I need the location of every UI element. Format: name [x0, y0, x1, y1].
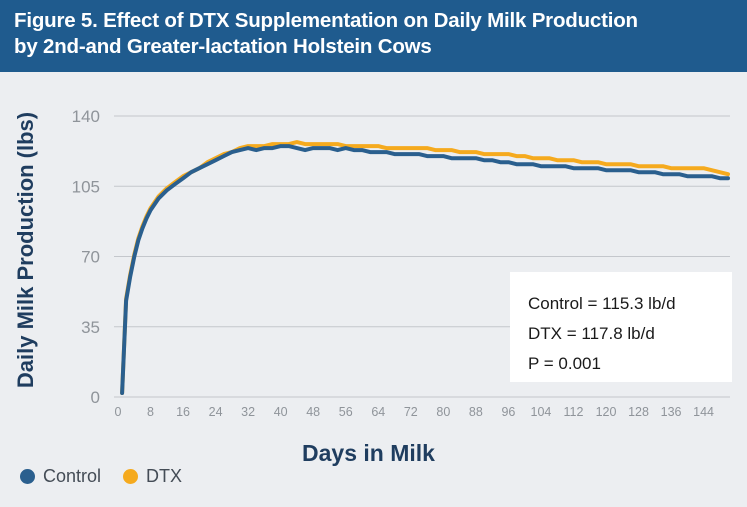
x-tick-label: 56 [339, 405, 353, 419]
x-tick-label: 96 [501, 405, 515, 419]
control-mean-text: Control = 115.3 lb/d [528, 294, 676, 313]
y-tick-label: 140 [72, 107, 100, 126]
x-tick-label: 80 [436, 405, 450, 419]
x-tick-label: 24 [209, 405, 223, 419]
x-tick-label: 40 [274, 405, 288, 419]
x-axis-title: Days in Milk [302, 440, 435, 466]
x-tick-label: 88 [469, 405, 483, 419]
x-tick-label: 48 [306, 405, 320, 419]
stats-annotation-box: Control = 115.3 lb/d DTX = 117.8 lb/d P … [510, 272, 732, 382]
figure-title-line-1: Figure 5. Effect of DTX Supplementation … [14, 9, 638, 32]
figure-header: Figure 5. Effect of DTX Supplementation … [0, 0, 747, 72]
x-tick-label: 128 [628, 405, 649, 419]
y-axis-ticks: 0 35 70 105 140 [72, 107, 100, 407]
x-tick-label: 8 [147, 405, 154, 419]
x-tick-label: 144 [693, 405, 714, 419]
y-tick-label: 0 [91, 388, 100, 407]
x-tick-label: 64 [371, 405, 385, 419]
legend-label-control: Control [43, 466, 102, 486]
x-tick-label: 112 [563, 405, 583, 419]
y-tick-label: 35 [81, 318, 100, 337]
p-value-text: P = 0.001 [528, 354, 601, 373]
dtx-mean-text: DTX = 117.8 lb/d [528, 324, 655, 343]
line-chart: 0 35 70 105 140 0 8 16 24 32 40 48 56 64 72 80 88 96 104 1… [72, 107, 730, 419]
y-tick-label: 70 [81, 248, 100, 267]
x-tick-label: 16 [176, 405, 190, 419]
x-tick-label: 0 [115, 405, 122, 419]
legend-swatch-control [20, 469, 35, 484]
legend-item-dtx: DTX [123, 466, 182, 487]
legend-swatch-dtx [123, 469, 139, 484]
x-tick-label: 136 [661, 405, 682, 419]
y-axis-title: Daily Milk Production (lbs) [13, 111, 38, 389]
y-tick-label: 105 [72, 177, 100, 196]
series-line-control [120, 144, 730, 395]
x-tick-label: 120 [596, 405, 617, 419]
series-lines [120, 140, 730, 395]
legend-item-control: Control [20, 466, 101, 487]
figure-title-line-2: by 2nd-and Greater-lactation Holstein Co… [14, 35, 432, 58]
x-tick-label: 72 [404, 405, 418, 419]
chart-legend: Control DTX [20, 466, 204, 487]
x-tick-label: 32 [241, 405, 255, 419]
x-tick-label: 104 [531, 405, 552, 419]
legend-label-dtx: DTX [146, 466, 183, 486]
x-axis-ticks: 0 8 16 24 32 40 48 56 64 72 80 88 96 104 112 120 128 136 1… [115, 405, 715, 419]
